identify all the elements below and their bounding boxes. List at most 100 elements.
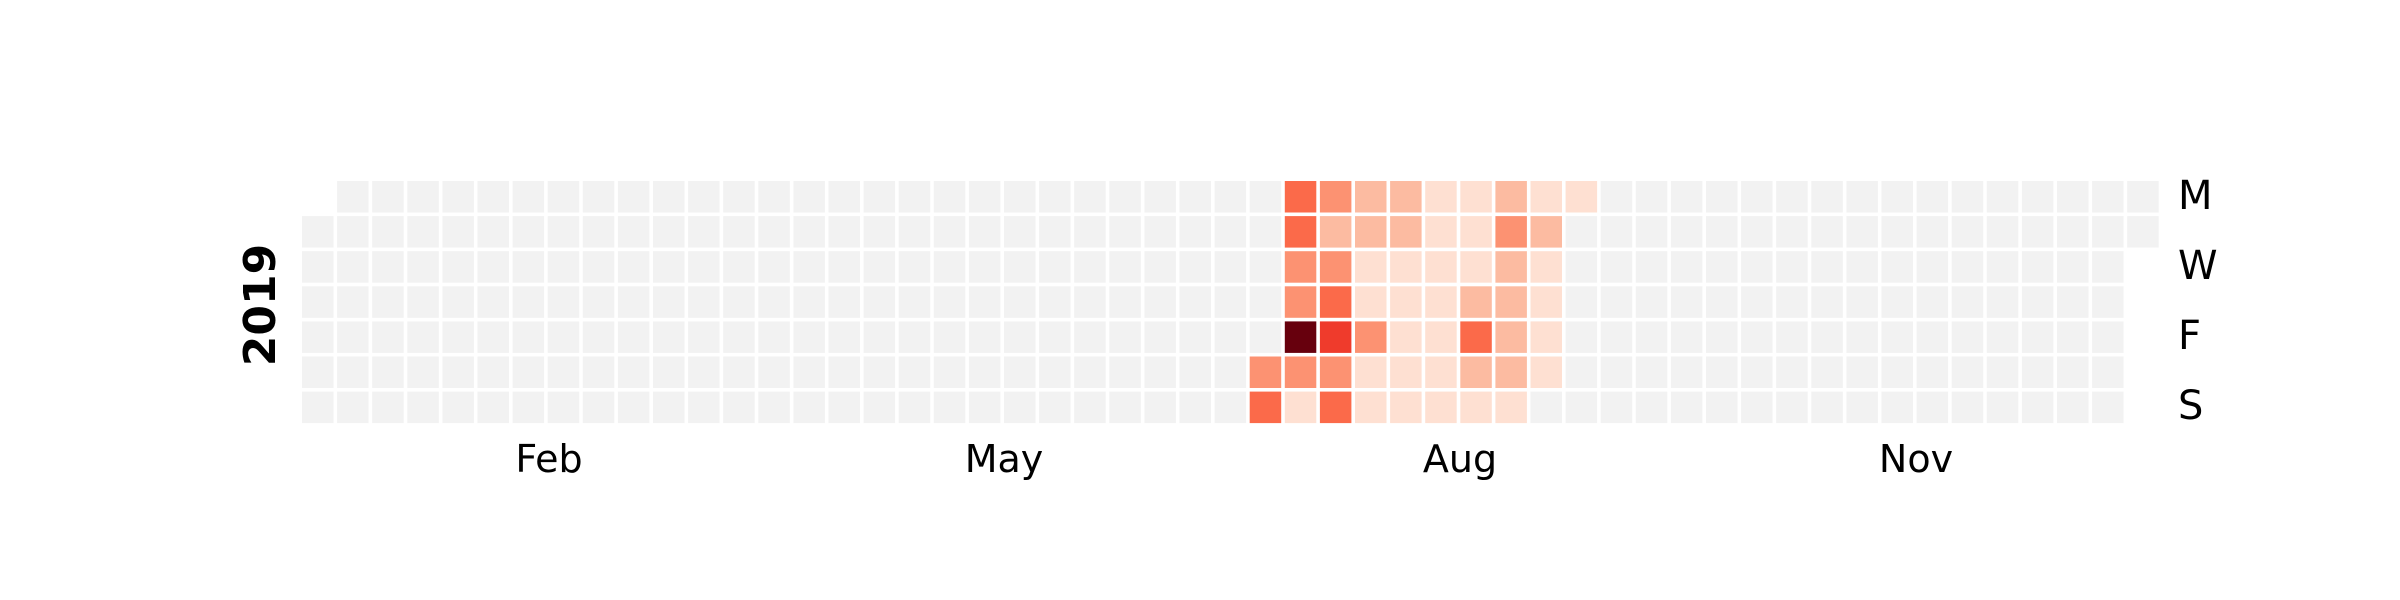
heatmap-cell-2019-06-05 <box>1074 251 1106 283</box>
heatmap-cell-2019-10-19 <box>1741 356 1773 388</box>
heatmap-cell-2019-04-05 <box>758 321 790 353</box>
heatmap-cell-2019-02-18 <box>547 181 580 213</box>
month-label-nov: Nov <box>1879 437 1953 481</box>
heatmap-cell-2019-11-05 <box>1846 216 1878 248</box>
heatmap-cell-2019-10-13 <box>1706 391 1738 424</box>
heatmap-cell-2019-07-11 <box>1249 286 1282 318</box>
heatmap-cell-2019-03-26 <box>723 216 755 248</box>
heatmap-cell-2019-06-06 <box>1074 286 1106 318</box>
heatmap-cell-2019-01-16 <box>372 251 404 283</box>
heatmap-cell-2019-03-31 <box>723 391 755 424</box>
heatmap-cell-2019-09-18 <box>1600 251 1633 283</box>
heatmap-cell-2019-09-16 <box>1600 181 1633 213</box>
heatmap-cell-2019-10-11 <box>1706 321 1738 353</box>
heatmap-cell-2019-03-06 <box>617 251 650 283</box>
heatmap-cell-2019-02-22 <box>547 321 580 353</box>
heatmap-cell-2019-01-24 <box>407 286 439 318</box>
heatmap-cell-2019-01-04 <box>302 321 334 353</box>
heatmap-cell-2019-10-04 <box>1670 321 1703 353</box>
heatmap-cell-2019-08-29 <box>1495 286 1527 318</box>
heatmap-cell-2019-05-12 <box>933 391 966 424</box>
heatmap-cell-2019-07-27 <box>1319 356 1352 388</box>
heatmap-cell-2019-01-18 <box>372 321 404 353</box>
heatmap-cell-2019-04-11 <box>793 286 825 318</box>
heatmap-cell-2019-08-07 <box>1390 251 1422 283</box>
heatmap-cell-2019-05-30 <box>1039 286 1071 318</box>
heatmap-cell-2019-01-13 <box>337 391 369 424</box>
heatmap-cell-2019-08-27 <box>1495 216 1527 248</box>
heatmap-cell-2019-10-06 <box>1670 391 1703 424</box>
heatmap-cell-2019-09-27 <box>1635 321 1668 353</box>
heatmap-cell-2019-05-15 <box>968 251 1001 283</box>
heatmap-cell-2019-07-01 <box>1214 181 1247 213</box>
heatmap-cell-2019-03-02 <box>582 356 615 388</box>
heatmap-cell-2019-05-21 <box>1004 216 1036 248</box>
heatmap-cell-2019-08-11 <box>1390 391 1422 424</box>
heatmap-cell-2019-10-31 <box>1811 286 1843 318</box>
heatmap-cell-2019-11-20 <box>1916 251 1949 283</box>
heatmap-cell-2019-10-05 <box>1670 356 1703 388</box>
heatmap-cell-2019-10-18 <box>1741 321 1773 353</box>
heatmap-cell-2019-04-30 <box>898 216 931 248</box>
heatmap-cell-2019-01-22 <box>407 216 439 248</box>
heatmap-cell-2019-10-14 <box>1741 181 1773 213</box>
heatmap-cell-2019-11-01 <box>1811 321 1843 353</box>
heatmap-cell-2019-10-15 <box>1741 216 1773 248</box>
heatmap-cell-2019-12-14 <box>2021 356 2054 388</box>
heatmap-cell-2019-06-25 <box>1179 216 1211 248</box>
heatmap-cell-2019-08-26 <box>1495 181 1527 213</box>
heatmap-cell-2019-03-29 <box>723 321 755 353</box>
heatmap-cell-2019-09-20 <box>1600 321 1633 353</box>
heatmap-cell-2019-02-14 <box>512 286 545 318</box>
heatmap-cell-2019-03-19 <box>688 216 720 248</box>
heatmap-cell-2019-10-07 <box>1706 181 1738 213</box>
heatmap-cell-2019-08-21 <box>1460 251 1492 283</box>
heatmap-cell-2019-04-18 <box>828 286 860 318</box>
heatmap-cell-2019-02-04 <box>477 181 509 213</box>
heatmap-cell-2019-07-19 <box>1284 321 1317 353</box>
heatmap-cell-2019-12-04 <box>1986 251 2019 283</box>
heatmap-cell-2019-03-12 <box>653 216 685 248</box>
heatmap-cell-2019-05-20 <box>1004 181 1036 213</box>
heatmap-cell-2019-05-08 <box>933 251 966 283</box>
heatmap-cell-2019-10-21 <box>1776 181 1808 213</box>
heatmap-cell-2019-01-30 <box>442 251 474 283</box>
heatmap-cell-2019-10-22 <box>1776 216 1808 248</box>
heatmap-cell-2019-03-03 <box>582 391 615 424</box>
heatmap-cell-2019-11-30 <box>1951 356 1984 388</box>
heatmap-cell-2019-10-01 <box>1670 216 1703 248</box>
heatmap-cell-2019-10-24 <box>1776 286 1808 318</box>
heatmap-cell-2019-10-26 <box>1776 356 1808 388</box>
heatmap-cell-2019-07-29 <box>1355 181 1387 213</box>
heatmap-cell-2019-04-07 <box>758 391 790 424</box>
heatmap-cell-2019-12-19 <box>2057 286 2089 318</box>
heatmap-cell-2019-05-16 <box>968 286 1001 318</box>
heatmap-cell-2019-03-28 <box>723 286 755 318</box>
heatmap-cell-2019-06-01 <box>1039 356 1071 388</box>
heatmap-cell-2019-09-21 <box>1600 356 1633 388</box>
heatmap-cell-2019-02-10 <box>477 391 509 424</box>
heatmap-cell-2019-05-03 <box>898 321 931 353</box>
month-label-aug: Aug <box>1423 437 1497 481</box>
heatmap-cell-2019-03-21 <box>688 286 720 318</box>
heatmap-cell-2019-01-26 <box>407 356 439 388</box>
heatmap-cell-2019-08-18 <box>1425 391 1457 424</box>
heatmap-cell-2019-08-13 <box>1425 216 1457 248</box>
heatmap-cell-2019-04-06 <box>758 356 790 388</box>
heatmap-cell-2019-05-04 <box>898 356 931 388</box>
heatmap-cell-2019-05-28 <box>1039 216 1071 248</box>
heatmap-cell-2019-11-10 <box>1846 391 1878 424</box>
heatmap-cell-2019-07-02 <box>1214 216 1247 248</box>
heatmap-cell-2019-01-31 <box>442 286 474 318</box>
day-label-monday: M <box>2178 173 2213 219</box>
heatmap-cell-2019-10-29 <box>1811 216 1843 248</box>
heatmap-cell-2019-03-05 <box>617 216 650 248</box>
heatmap-cell-2019-01-12 <box>337 356 369 388</box>
heatmap-cell-2019-03-24 <box>688 391 720 424</box>
heatmap-cell-2019-12-05 <box>1986 286 2019 318</box>
heatmap-cell-2019-11-06 <box>1846 251 1878 283</box>
heatmap-cell-2019-11-07 <box>1846 286 1878 318</box>
heatmap-cell-2019-12-31 <box>2127 216 2159 248</box>
